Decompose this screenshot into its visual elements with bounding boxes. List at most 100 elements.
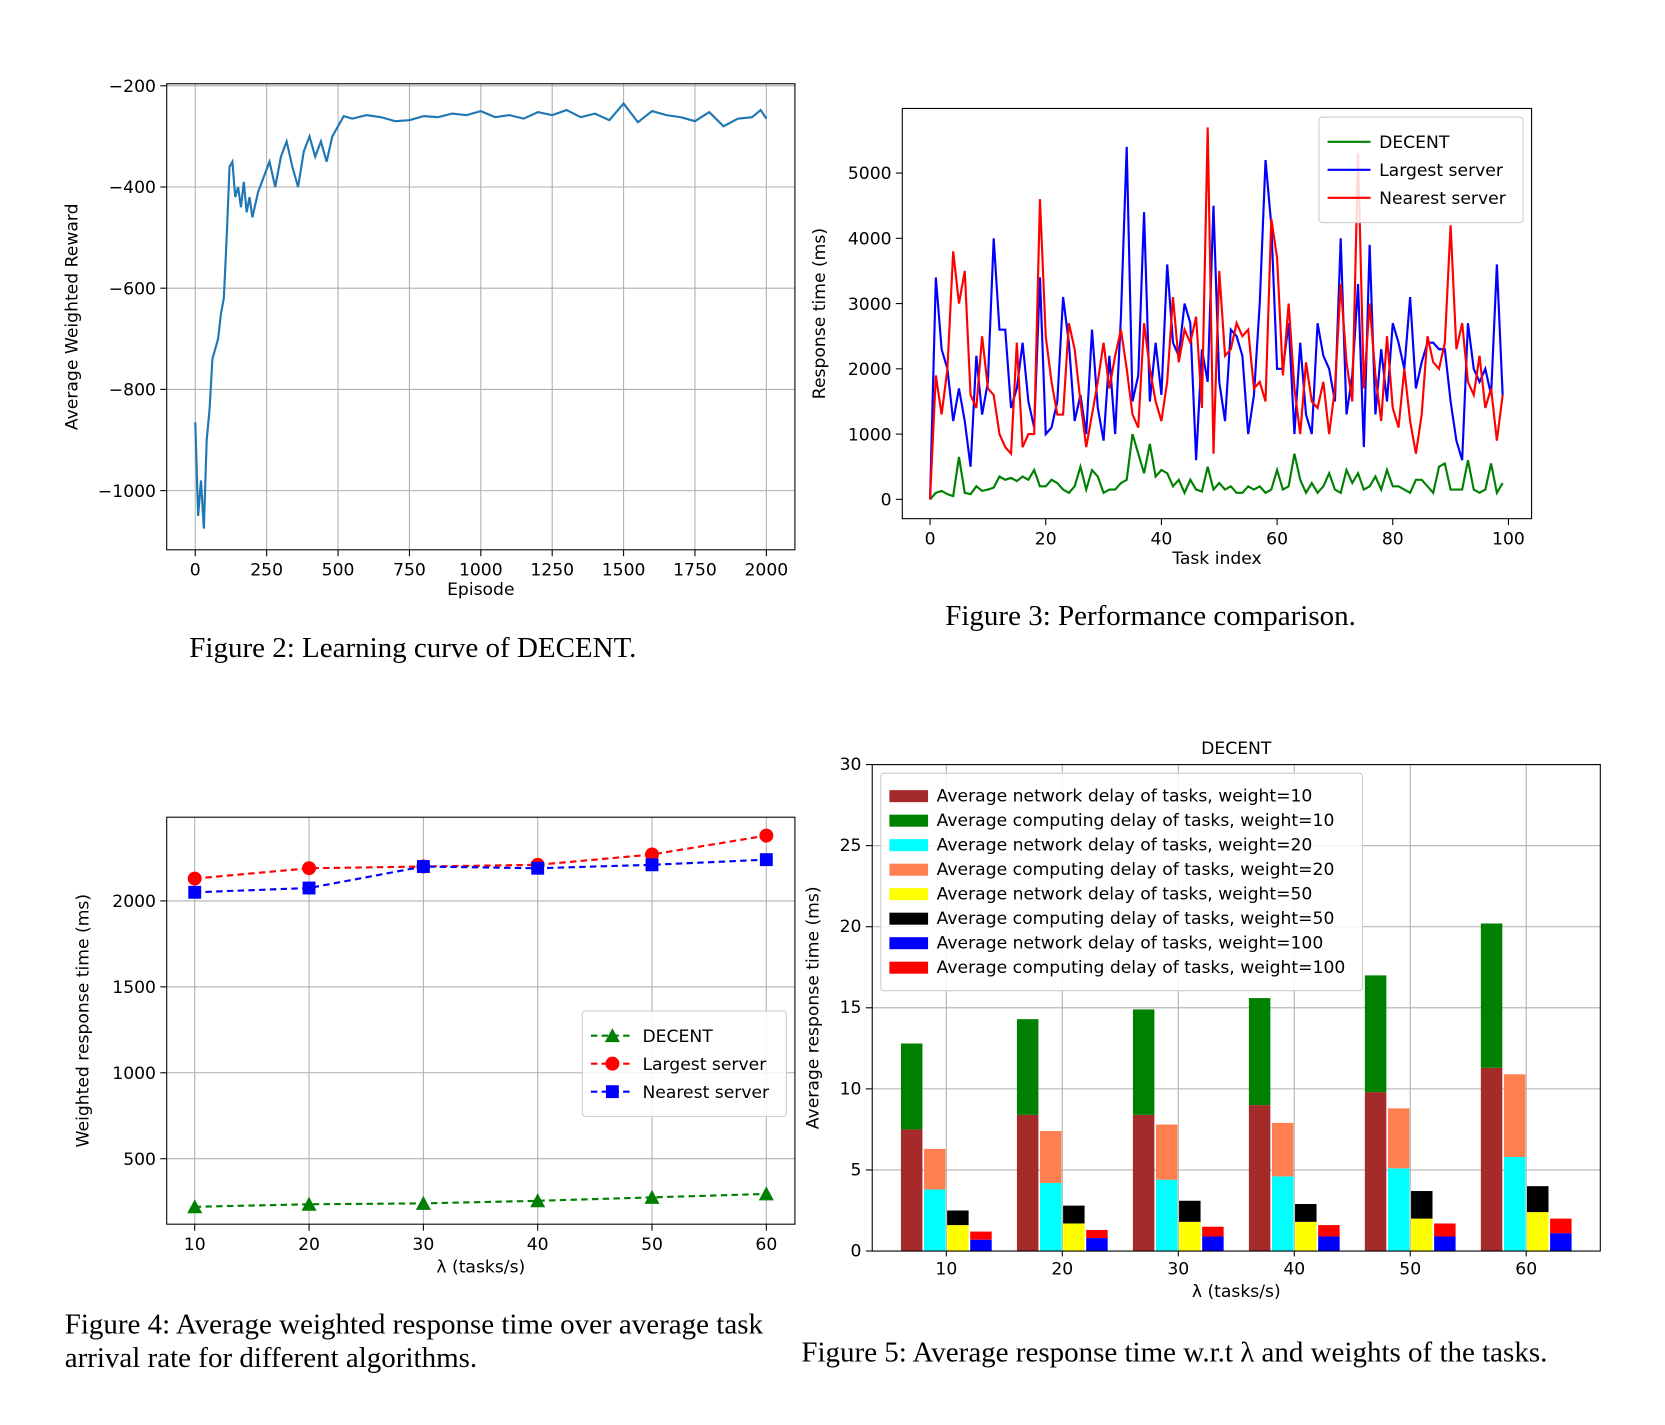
legend-label: Average network delay of tasks, weight=2… — [937, 836, 1313, 856]
x-tick-label: 250 — [250, 561, 283, 581]
bar — [1364, 1092, 1387, 1252]
series-line — [929, 433, 1504, 501]
caption-box: Figure 4: Average weighted response time… — [64, 1307, 764, 1374]
legend-label: Average computing delay of tasks, weight… — [937, 860, 1335, 880]
x-tick-label: 40 — [527, 1235, 549, 1255]
bar — [1387, 1168, 1410, 1252]
marker — [758, 1186, 774, 1201]
marker — [302, 881, 316, 895]
bar — [1248, 998, 1271, 1106]
x-tick-label: 1500 — [602, 561, 646, 581]
bar — [1040, 1131, 1062, 1183]
bar — [970, 1239, 992, 1252]
marker — [187, 1199, 203, 1214]
y-axis-label: Response time (ms) — [810, 228, 830, 399]
bar — [1155, 1179, 1178, 1252]
bar — [1016, 1019, 1039, 1115]
y-tick-label: 15 — [840, 998, 862, 1018]
legend: DECENT Largest server Nearest server — [1318, 116, 1524, 224]
bar — [1434, 1223, 1456, 1237]
bar — [1387, 1108, 1410, 1169]
marker — [188, 885, 202, 899]
bar — [1295, 1204, 1317, 1222]
caption: Figure 5: Average response time w.r.t λ … — [801, 1335, 1548, 1369]
series-line — [928, 146, 1504, 500]
bar — [1132, 1009, 1155, 1115]
marker — [644, 1189, 660, 1204]
legend-box — [1318, 116, 1524, 224]
bar — [1271, 1122, 1294, 1177]
plot-frame — [166, 83, 796, 551]
series-line — [928, 127, 1504, 500]
legend-swatch — [889, 839, 929, 852]
y-tick-label: 1000 — [112, 1064, 156, 1084]
x-tick-label: 1750 — [673, 561, 717, 581]
x-tick-label: 100 — [1492, 529, 1525, 549]
caption-box: Figure 2: Learning curve of DECENT. — [189, 631, 637, 664]
marker — [759, 828, 774, 843]
y-axis-label: Average response time (ms) — [804, 886, 824, 1129]
legend-label: Nearest server — [642, 1083, 770, 1103]
series-line — [194, 101, 768, 529]
x-tick-label: 30 — [1167, 1260, 1189, 1280]
x-tick-label: 50 — [641, 1235, 663, 1255]
plot-frame — [901, 107, 1533, 520]
y-tick-label: 5000 — [848, 164, 892, 184]
bar — [924, 1189, 946, 1252]
x-tick-label: 0 — [190, 561, 201, 581]
legend: Average network delay of tasks, weight=1… — [880, 772, 1364, 992]
bar — [1411, 1218, 1433, 1252]
y-tick-label: 2000 — [112, 892, 156, 912]
bar — [1271, 1176, 1294, 1252]
bar — [1503, 1074, 1526, 1157]
legend-swatch — [889, 912, 929, 925]
legend-label: Largest server — [642, 1055, 767, 1075]
marker — [530, 1193, 546, 1208]
y-tick-label: 20 — [840, 917, 862, 937]
x-tick-label: 50 — [1399, 1260, 1421, 1280]
bar — [947, 1210, 969, 1226]
plot-frame — [871, 764, 1601, 1252]
x-tick-label: 1250 — [530, 561, 574, 581]
marker — [187, 871, 202, 886]
caption: Figure 4: Average weighted response time… — [64, 1307, 764, 1374]
bar — [1132, 1114, 1155, 1252]
legend-swatch — [889, 790, 929, 803]
x-tick-label: 40 — [1150, 529, 1172, 549]
bar — [1480, 1067, 1503, 1252]
caption: Figure 3: Performance comparison. — [945, 599, 1356, 632]
bar — [900, 1129, 923, 1252]
bar — [900, 1043, 923, 1130]
legend-label: Average computing delay of tasks, weight… — [937, 811, 1335, 831]
x-tick-label: 2000 — [745, 561, 789, 581]
marker — [605, 1085, 619, 1099]
x-tick-label: 60 — [1515, 1260, 1537, 1280]
caption: Figure 2: Learning curve of DECENT. — [189, 631, 637, 664]
bar — [1086, 1238, 1108, 1252]
x-tick-label: 1000 — [459, 561, 503, 581]
bar — [1527, 1212, 1549, 1252]
legend-swatch — [889, 961, 929, 974]
y-tick-label: −800 — [109, 381, 156, 401]
x-tick-label: 20 — [298, 1235, 320, 1255]
series-line — [194, 1192, 767, 1208]
y-tick-label: 1000 — [848, 425, 892, 445]
bar — [1016, 1114, 1039, 1252]
bar — [1318, 1225, 1340, 1237]
x-tick-label: 0 — [925, 529, 936, 549]
x-axis-label: λ (tasks/s) — [436, 1258, 525, 1278]
y-tick-label: 0 — [851, 1241, 862, 1261]
bar — [1434, 1236, 1456, 1252]
legend-swatch — [889, 863, 929, 876]
y-tick-label: 500 — [123, 1150, 156, 1170]
caption-box: Figure 5: Average response time w.r.t λ … — [801, 1335, 1548, 1369]
bar — [1550, 1233, 1572, 1252]
x-tick-label: 20 — [1035, 529, 1057, 549]
legend-box — [581, 1010, 787, 1117]
bar — [1411, 1191, 1433, 1219]
y-tick-label: −200 — [109, 77, 156, 97]
legend-swatch — [889, 888, 929, 901]
marker — [645, 847, 659, 862]
legend: DECENT Largest server Nearest server — [581, 1010, 787, 1117]
y-tick-label: 1500 — [112, 978, 156, 998]
